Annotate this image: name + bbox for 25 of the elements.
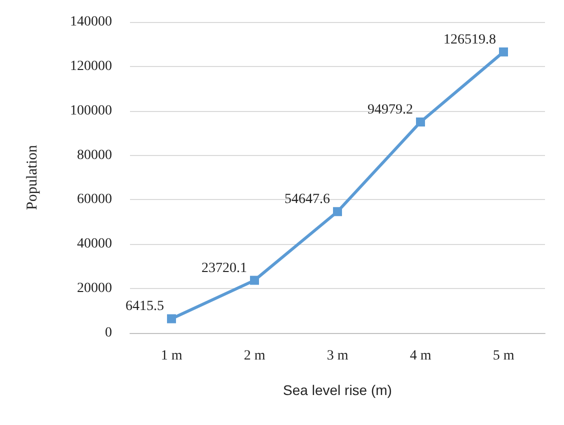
y-tick-label: 60000 <box>77 192 112 208</box>
y-tick-label: 120000 <box>70 58 112 74</box>
x-axis-title: Sea level rise (m) <box>283 382 392 398</box>
data-label: 126519.8 <box>444 32 496 48</box>
y-tick-label: 20000 <box>77 281 112 296</box>
x-tick-label: 5 m <box>492 348 514 364</box>
data-label: 6415.5 <box>126 299 164 314</box>
x-tick-label: 4 m <box>410 348 432 364</box>
x-tick-label: 3 m <box>326 348 348 364</box>
y-axis-title: Population <box>24 144 40 210</box>
y-tick-label: 0 <box>105 326 112 340</box>
point <box>250 276 259 285</box>
point <box>167 314 176 324</box>
point <box>499 47 508 56</box>
point <box>333 207 342 216</box>
y-tick-label: 80000 <box>77 148 112 163</box>
point <box>416 118 425 127</box>
y-tick-label: 40000 <box>77 236 112 252</box>
x-tick-label: 2 m <box>244 348 266 364</box>
y-tick-label: 140000 <box>70 14 112 30</box>
data-label: 94979.2 <box>368 102 413 118</box>
x-tick-label: 1 m <box>160 348 182 364</box>
data-label: 54647.6 <box>284 192 330 208</box>
data-label: 23720.1 <box>202 260 247 276</box>
y-tick-label: 100000 <box>70 103 112 118</box>
